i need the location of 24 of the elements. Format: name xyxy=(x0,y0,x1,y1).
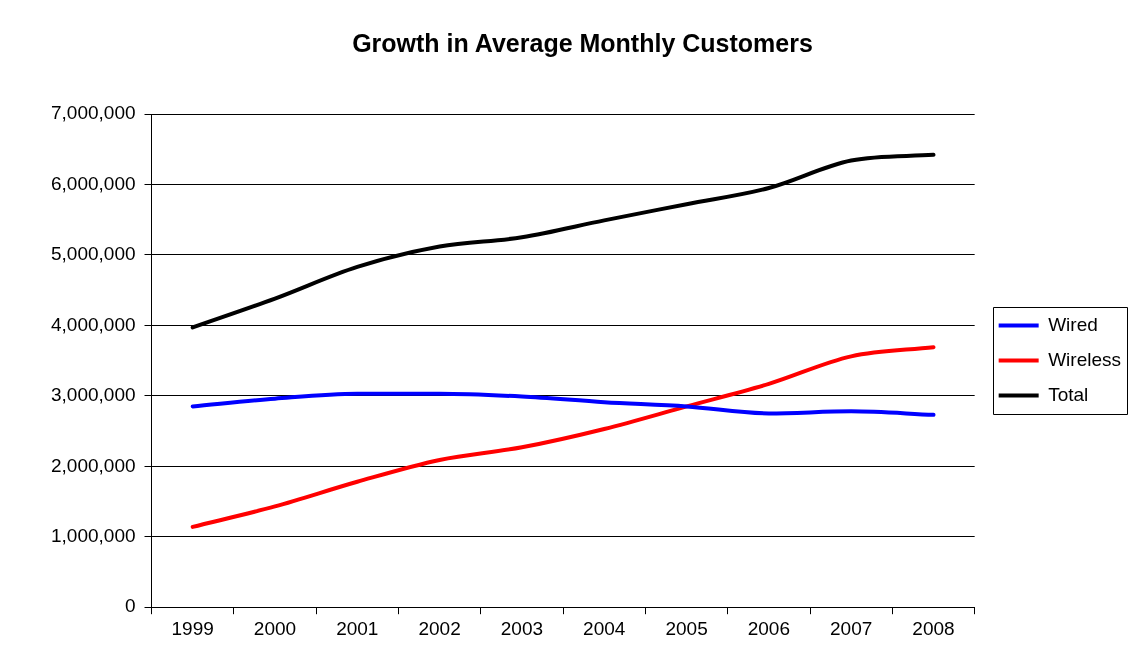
x-tick-label: 2003 xyxy=(500,617,544,639)
x-tick-label: 2002 xyxy=(418,617,461,639)
y-tick-label: 7,000,000 xyxy=(50,102,136,124)
x-tick-label: 2004 xyxy=(583,617,626,639)
y-tick-label: 1,000,000 xyxy=(50,524,136,546)
legend-label: Wired xyxy=(1048,313,1098,335)
x-tick-label: 1999 xyxy=(171,617,214,639)
x-tick-label: 2001 xyxy=(336,617,379,639)
x-tick-label: 2000 xyxy=(253,617,297,639)
x-tick-label: 2007 xyxy=(830,617,873,639)
line-series xyxy=(190,391,936,417)
y-tick-label: 0 xyxy=(124,595,136,617)
y-tick-label: 6,000,000 xyxy=(50,172,136,194)
legend-label: Total xyxy=(1048,383,1089,405)
y-tick-label: 2,000,000 xyxy=(50,454,136,476)
x-tick-label: 2008 xyxy=(912,617,955,639)
y-tick-label: 3,000,000 xyxy=(50,384,136,406)
y-tick-label: 5,000,000 xyxy=(50,243,136,265)
x-tick-label: 2005 xyxy=(665,617,708,639)
line-series xyxy=(190,345,936,529)
legend-label: Wireless xyxy=(1048,348,1122,370)
x-tick-label: 2006 xyxy=(747,617,791,639)
chart-title: Growth in Average Monthly Customers xyxy=(352,28,813,57)
y-tick-label: 4,000,000 xyxy=(50,313,136,335)
